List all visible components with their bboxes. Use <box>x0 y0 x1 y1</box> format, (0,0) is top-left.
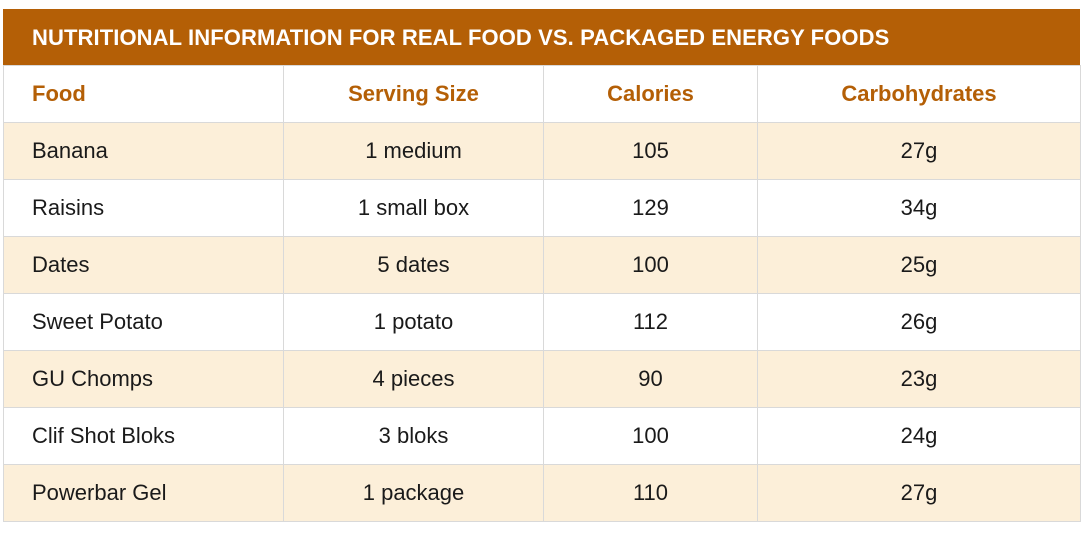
nutrition-table: Food Serving Size Calories Carbohydrates… <box>3 65 1081 522</box>
cell-calories: 110 <box>543 464 758 522</box>
column-header-food: Food <box>3 65 284 123</box>
cell-serving-size: 1 potato <box>283 293 544 351</box>
cell-carbohydrates: 27g <box>757 122 1081 180</box>
table-row: Powerbar Gel 1 package 110 27g <box>3 464 1081 522</box>
cell-food: Dates <box>3 236 284 294</box>
table-row: Raisins 1 small box 129 34g <box>3 179 1081 237</box>
cell-calories: 100 <box>543 236 758 294</box>
cell-carbohydrates: 26g <box>757 293 1081 351</box>
cell-calories: 112 <box>543 293 758 351</box>
table-row: Sweet Potato 1 potato 112 26g <box>3 293 1081 351</box>
column-header-serving-size: Serving Size <box>283 65 544 123</box>
column-header-carbohydrates: Carbohydrates <box>757 65 1081 123</box>
table-row: Dates 5 dates 100 25g <box>3 236 1081 294</box>
cell-calories: 129 <box>543 179 758 237</box>
table-row: Clif Shot Bloks 3 bloks 100 24g <box>3 407 1081 465</box>
cell-serving-size: 1 package <box>283 464 544 522</box>
table-header-row: Food Serving Size Calories Carbohydrates <box>3 65 1081 123</box>
cell-carbohydrates: 25g <box>757 236 1081 294</box>
cell-food: Clif Shot Bloks <box>3 407 284 465</box>
cell-food: GU Chomps <box>3 350 284 408</box>
cell-carbohydrates: 23g <box>757 350 1081 408</box>
cell-calories: 90 <box>543 350 758 408</box>
cell-serving-size: 3 bloks <box>283 407 544 465</box>
cell-food: Powerbar Gel <box>3 464 284 522</box>
nutrition-table-container: NUTRITIONAL INFORMATION FOR REAL FOOD VS… <box>3 9 1081 522</box>
cell-serving-size: 5 dates <box>283 236 544 294</box>
cell-food: Sweet Potato <box>3 293 284 351</box>
cell-carbohydrates: 24g <box>757 407 1081 465</box>
cell-food: Banana <box>3 122 284 180</box>
table-title: NUTRITIONAL INFORMATION FOR REAL FOOD VS… <box>3 9 1080 65</box>
cell-calories: 100 <box>543 407 758 465</box>
cell-serving-size: 4 pieces <box>283 350 544 408</box>
cell-carbohydrates: 27g <box>757 464 1081 522</box>
table-row: GU Chomps 4 pieces 90 23g <box>3 350 1081 408</box>
cell-calories: 105 <box>543 122 758 180</box>
column-header-calories: Calories <box>543 65 758 123</box>
cell-food: Raisins <box>3 179 284 237</box>
table-row: Banana 1 medium 105 27g <box>3 122 1081 180</box>
cell-serving-size: 1 small box <box>283 179 544 237</box>
cell-serving-size: 1 medium <box>283 122 544 180</box>
cell-carbohydrates: 34g <box>757 179 1081 237</box>
